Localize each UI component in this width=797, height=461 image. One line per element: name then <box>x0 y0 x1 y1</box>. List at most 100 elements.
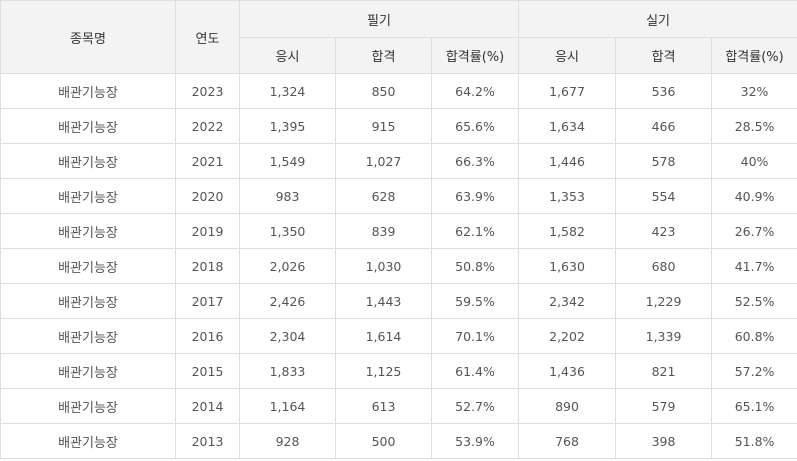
cell-written-passed: 1,030 <box>335 248 432 284</box>
table-body: 배관기능장 2023 1,324 850 64.2% 1,677 536 32% 배관기능장 20… <box>0 73 797 459</box>
header-practical-applicants: 응시 <box>518 37 617 74</box>
cell-item: 배관기능장 <box>0 73 176 109</box>
cell-written-pass-rate: 70.1% <box>430 318 520 354</box>
cell-written-pass-rate: 59.5% <box>430 283 520 319</box>
table-row: 배관기능장 2014 1,164 613 52.7% 890 579 65.1% <box>0 388 797 424</box>
cell-practical-pass-rate: 28.5% <box>711 108 797 144</box>
cell-written-applicants: 1,350 <box>239 213 336 249</box>
cell-written-passed: 500 <box>335 423 432 459</box>
cell-written-applicants: 1,549 <box>239 143 336 179</box>
cell-practical-passed: 821 <box>615 353 713 389</box>
cell-practical-pass-rate: 40.9% <box>711 178 797 214</box>
cell-item: 배관기능장 <box>0 388 176 424</box>
header-written: 필기 <box>238 0 520 38</box>
cell-practical-pass-rate: 51.8% <box>711 423 797 459</box>
cell-practical-applicants: 2,342 <box>518 283 617 319</box>
cell-written-passed: 1,614 <box>335 318 432 354</box>
cell-year: 2016 <box>175 318 240 354</box>
cell-written-passed: 1,443 <box>335 283 432 319</box>
cell-practical-applicants: 890 <box>518 388 617 424</box>
cell-written-passed: 613 <box>335 388 432 424</box>
header-practical-passed: 합격 <box>615 37 713 74</box>
cell-written-applicants: 1,324 <box>239 73 336 109</box>
cell-practical-pass-rate: 57.2% <box>711 353 797 389</box>
cell-practical-applicants: 1,677 <box>518 73 617 109</box>
cell-year: 2022 <box>175 108 240 144</box>
cell-written-applicants: 1,833 <box>239 353 336 389</box>
cell-written-pass-rate: 62.1% <box>430 213 520 249</box>
cell-practical-passed: 423 <box>615 213 713 249</box>
cell-practical-pass-rate: 40% <box>711 143 797 179</box>
cell-practical-passed: 579 <box>615 388 713 424</box>
header-written-pass-rate: 합격률(%) <box>430 37 520 74</box>
cell-practical-passed: 1,339 <box>615 318 713 354</box>
cell-year: 2019 <box>175 213 240 249</box>
header-year: 연도 <box>175 0 240 74</box>
cell-practical-passed: 1,229 <box>615 283 713 319</box>
header-written-applicants: 응시 <box>239 37 336 74</box>
cell-practical-pass-rate: 41.7% <box>711 248 797 284</box>
table-row: 배관기능장 2022 1,395 915 65.6% 1,634 466 28.5% <box>0 108 797 144</box>
cell-year: 2014 <box>175 388 240 424</box>
cell-practical-passed: 536 <box>615 73 713 109</box>
table-row: 배관기능장 2016 2,304 1,614 70.1% 2,202 1,339 60.8% <box>0 318 797 354</box>
header-item: 종목명 <box>0 0 176 74</box>
cell-written-applicants: 928 <box>239 423 336 459</box>
cell-written-passed: 850 <box>335 73 432 109</box>
cell-written-passed: 1,027 <box>335 143 432 179</box>
cell-item: 배관기능장 <box>0 178 176 214</box>
cell-written-pass-rate: 61.4% <box>430 353 520 389</box>
table-row: 배관기능장 2013 928 500 53.9% 768 398 51.8% <box>0 423 797 459</box>
cell-written-pass-rate: 52.7% <box>430 388 520 424</box>
cell-practical-applicants: 1,634 <box>518 108 617 144</box>
cell-practical-pass-rate: 60.8% <box>711 318 797 354</box>
cell-practical-applicants: 1,436 <box>518 353 617 389</box>
cell-written-pass-rate: 50.8% <box>430 248 520 284</box>
cell-year: 2018 <box>175 248 240 284</box>
cell-practical-passed: 398 <box>615 423 713 459</box>
cell-written-applicants: 1,395 <box>239 108 336 144</box>
cell-item: 배관기능장 <box>0 283 176 319</box>
cell-practical-applicants: 1,353 <box>518 178 617 214</box>
cell-practical-pass-rate: 52.5% <box>711 283 797 319</box>
table-row: 배관기능장 2015 1,833 1,125 61.4% 1,436 821 57.2% <box>0 353 797 389</box>
cell-practical-passed: 680 <box>615 248 713 284</box>
cell-item: 배관기능장 <box>0 213 176 249</box>
cell-written-applicants: 1,164 <box>239 388 336 424</box>
cell-year: 2021 <box>175 143 240 179</box>
cell-year: 2015 <box>175 353 240 389</box>
cell-written-passed: 839 <box>335 213 432 249</box>
header-written-passed: 합격 <box>335 37 432 74</box>
cell-practical-applicants: 2,202 <box>518 318 617 354</box>
cell-practical-passed: 578 <box>615 143 713 179</box>
table-row: 배관기능장 2021 1,549 1,027 66.3% 1,446 578 40% <box>0 143 797 179</box>
cell-practical-pass-rate: 26.7% <box>711 213 797 249</box>
cell-item: 배관기능장 <box>0 248 176 284</box>
cell-practical-applicants: 1,446 <box>518 143 617 179</box>
cell-written-applicants: 2,304 <box>239 318 336 354</box>
cell-written-passed: 915 <box>335 108 432 144</box>
table-header: 종목명 연도 필기 실기 응시 합격 합격률(%) 응시 합격 합격률(%) <box>0 0 797 74</box>
cell-written-passed: 1,125 <box>335 353 432 389</box>
table-row: 배관기능장 2018 2,026 1,030 50.8% 1,630 680 41.7% <box>0 248 797 284</box>
header-practical: 실기 <box>518 0 797 38</box>
cell-practical-applicants: 1,630 <box>518 248 617 284</box>
cell-written-pass-rate: 64.2% <box>430 73 520 109</box>
cell-item: 배관기능장 <box>0 143 176 179</box>
cell-written-passed: 628 <box>335 178 432 214</box>
cell-item: 배관기능장 <box>0 108 176 144</box>
cell-written-pass-rate: 63.9% <box>430 178 520 214</box>
table-row: 배관기능장 2023 1,324 850 64.2% 1,677 536 32% <box>0 73 797 109</box>
cell-written-applicants: 2,026 <box>239 248 336 284</box>
cell-year: 2017 <box>175 283 240 319</box>
cell-practical-applicants: 768 <box>518 423 617 459</box>
cell-written-applicants: 2,426 <box>239 283 336 319</box>
cell-written-pass-rate: 65.6% <box>430 108 520 144</box>
table-row: 배관기능장 2017 2,426 1,443 59.5% 2,342 1,229 52.5% <box>0 283 797 319</box>
cell-practical-pass-rate: 65.1% <box>711 388 797 424</box>
cell-year: 2013 <box>175 423 240 459</box>
cell-item: 배관기능장 <box>0 353 176 389</box>
cell-practical-applicants: 1,582 <box>518 213 617 249</box>
cell-item: 배관기능장 <box>0 318 176 354</box>
